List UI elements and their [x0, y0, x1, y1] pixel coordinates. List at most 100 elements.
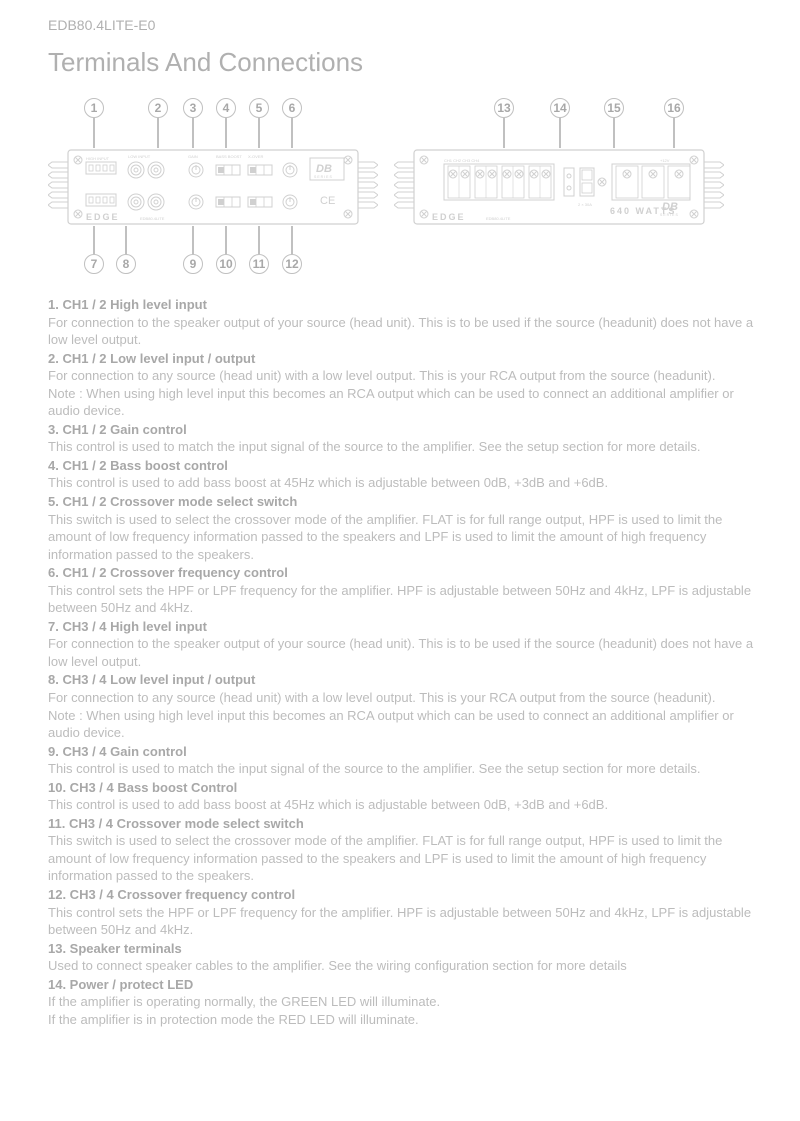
- callout-line: [93, 118, 95, 148]
- description-item: 3. CH1 / 2 Gain controlThis control is u…: [48, 421, 760, 456]
- callout-line: [258, 118, 260, 148]
- description-item: 13. Speaker terminalsUsed to connect spe…: [48, 940, 760, 975]
- description-body: This control is used to match the input …: [48, 760, 760, 778]
- callout-1: 1: [84, 98, 104, 148]
- description-item: 6. CH1 / 2 Crossover frequency controlTh…: [48, 564, 760, 617]
- callout-number: 14: [550, 98, 570, 118]
- callout-number: 5: [249, 98, 269, 118]
- callout-number: 11: [249, 254, 269, 274]
- callout-13: 13: [494, 98, 514, 148]
- description-item: 12. CH3 / 4 Crossover frequency controlT…: [48, 886, 760, 939]
- callout-number: 8: [116, 254, 136, 274]
- callout-line: [503, 118, 505, 148]
- description-title: 8. CH3 / 4 Low level input / output: [48, 671, 760, 689]
- svg-text:CE: CE: [320, 195, 335, 207]
- model-code: EDB80.4LITE-E0: [48, 16, 760, 35]
- description-item: 9. CH3 / 4 Gain controlThis control is u…: [48, 743, 760, 778]
- description-body: This control sets the HPF or LPF frequen…: [48, 582, 760, 617]
- svg-text:SERIES: SERIES: [314, 175, 333, 179]
- description-item: 1. CH1 / 2 High level inputFor connectio…: [48, 296, 760, 349]
- description-title: 5. CH1 / 2 Crossover mode select switch: [48, 493, 760, 511]
- description-body: Used to connect speaker cables to the am…: [48, 957, 760, 975]
- svg-text:X-OVER: X-OVER: [248, 154, 263, 159]
- svg-text:EDGE: EDGE: [86, 212, 120, 222]
- callout-number: 1: [84, 98, 104, 118]
- callout-12: 12: [282, 226, 302, 274]
- description-title: 9. CH3 / 4 Gain control: [48, 743, 760, 761]
- callout-number: 7: [84, 254, 104, 274]
- svg-text:HIGH INPUT: HIGH INPUT: [86, 156, 110, 161]
- callout-line: [225, 118, 227, 148]
- descriptions-list: 1. CH1 / 2 High level inputFor connectio…: [48, 296, 760, 1028]
- callout-number: 9: [183, 254, 203, 274]
- description-item: 11. CH3 / 4 Crossover mode select switch…: [48, 815, 760, 885]
- diagram-front-panel: 123456 HIGH INPUTLOW INPUTGAINBASS BOOST…: [48, 98, 378, 278]
- description-body: This control is used to add bass boost a…: [48, 796, 760, 814]
- description-body: For connection to the speaker output of …: [48, 314, 760, 349]
- description-body: This control is used to add bass boost a…: [48, 474, 760, 492]
- description-item: 8. CH3 / 4 Low level input / outputFor c…: [48, 671, 760, 741]
- callout-8: 8: [116, 226, 136, 274]
- callout-15: 15: [604, 98, 624, 148]
- callout-number: 13: [494, 98, 514, 118]
- callout-line: [192, 226, 194, 254]
- callout-number: 15: [604, 98, 624, 118]
- description-title: 13. Speaker terminals: [48, 940, 760, 958]
- description-title: 1. CH1 / 2 High level input: [48, 296, 760, 314]
- description-body: This control sets the HPF or LPF frequen…: [48, 904, 760, 939]
- callout-11: 11: [249, 226, 269, 274]
- svg-text:640 WATTS: 640 WATTS: [610, 206, 676, 216]
- description-title: 14. Power / protect LED: [48, 976, 760, 994]
- description-body: This control is used to match the input …: [48, 438, 760, 456]
- callout-line: [225, 226, 227, 254]
- description-title: 2. CH1 / 2 Low level input / output: [48, 350, 760, 368]
- description-title: 10. CH3 / 4 Bass boost Control: [48, 779, 760, 797]
- callout-7: 7: [84, 226, 104, 274]
- callout-number: 6: [282, 98, 302, 118]
- description-body: For connection to any source (head unit)…: [48, 689, 760, 742]
- description-item: 4. CH1 / 2 Bass boost controlThis contro…: [48, 457, 760, 492]
- svg-text:CH1 CH2 CH3 CH4: CH1 CH2 CH3 CH4: [444, 158, 480, 163]
- callout-line: [157, 118, 159, 148]
- callout-line: [125, 226, 127, 254]
- callout-16: 16: [664, 98, 684, 148]
- description-item: 5. CH1 / 2 Crossover mode select switchT…: [48, 493, 760, 563]
- callout-line: [613, 118, 615, 148]
- description-title: 7. CH3 / 4 High level input: [48, 618, 760, 636]
- callout-4: 4: [216, 98, 236, 148]
- svg-text:LOW INPUT: LOW INPUT: [128, 154, 151, 159]
- description-title: 4. CH1 / 2 Bass boost control: [48, 457, 760, 475]
- description-title: 3. CH1 / 2 Gain control: [48, 421, 760, 439]
- callout-line: [291, 226, 293, 254]
- callout-line: [673, 118, 675, 148]
- description-item: 2. CH1 / 2 Low level input / outputFor c…: [48, 350, 760, 420]
- svg-text:DB: DB: [316, 163, 332, 175]
- callout-3: 3: [183, 98, 203, 148]
- description-title: 6. CH1 / 2 Crossover frequency control: [48, 564, 760, 582]
- callout-5: 5: [249, 98, 269, 148]
- description-title: 12. CH3 / 4 Crossover frequency control: [48, 886, 760, 904]
- svg-text:+12V: +12V: [660, 158, 670, 163]
- callout-6: 6: [282, 98, 302, 148]
- svg-text:EDGE: EDGE: [432, 212, 466, 222]
- callout-line: [559, 118, 561, 148]
- callout-number: 2: [148, 98, 168, 118]
- callout-number: 12: [282, 254, 302, 274]
- callout-9: 9: [183, 226, 203, 274]
- description-body: This switch is used to select the crosso…: [48, 832, 760, 885]
- callout-number: 4: [216, 98, 236, 118]
- description-item: 10. CH3 / 4 Bass boost ControlThis contr…: [48, 779, 760, 814]
- description-body: For connection to any source (head unit)…: [48, 367, 760, 420]
- callout-line: [192, 118, 194, 148]
- callout-10: 10: [216, 226, 236, 274]
- callout-line: [291, 118, 293, 148]
- description-title: 11. CH3 / 4 Crossover mode select switch: [48, 815, 760, 833]
- diagram-rear-panel: 13141516 CH1 CH2 CH3 CH42 × 30A+12VDBSER…: [394, 98, 724, 278]
- svg-text:EDB80.4LITE: EDB80.4LITE: [486, 216, 511, 221]
- description-item: 7. CH3 / 4 High level inputFor connectio…: [48, 618, 760, 671]
- svg-text:BASS BOOST: BASS BOOST: [216, 154, 242, 159]
- svg-text:2 × 30A: 2 × 30A: [578, 202, 592, 207]
- description-body: For connection to the speaker output of …: [48, 635, 760, 670]
- callout-14: 14: [550, 98, 570, 148]
- svg-text:EDB80.4LITE: EDB80.4LITE: [140, 216, 165, 221]
